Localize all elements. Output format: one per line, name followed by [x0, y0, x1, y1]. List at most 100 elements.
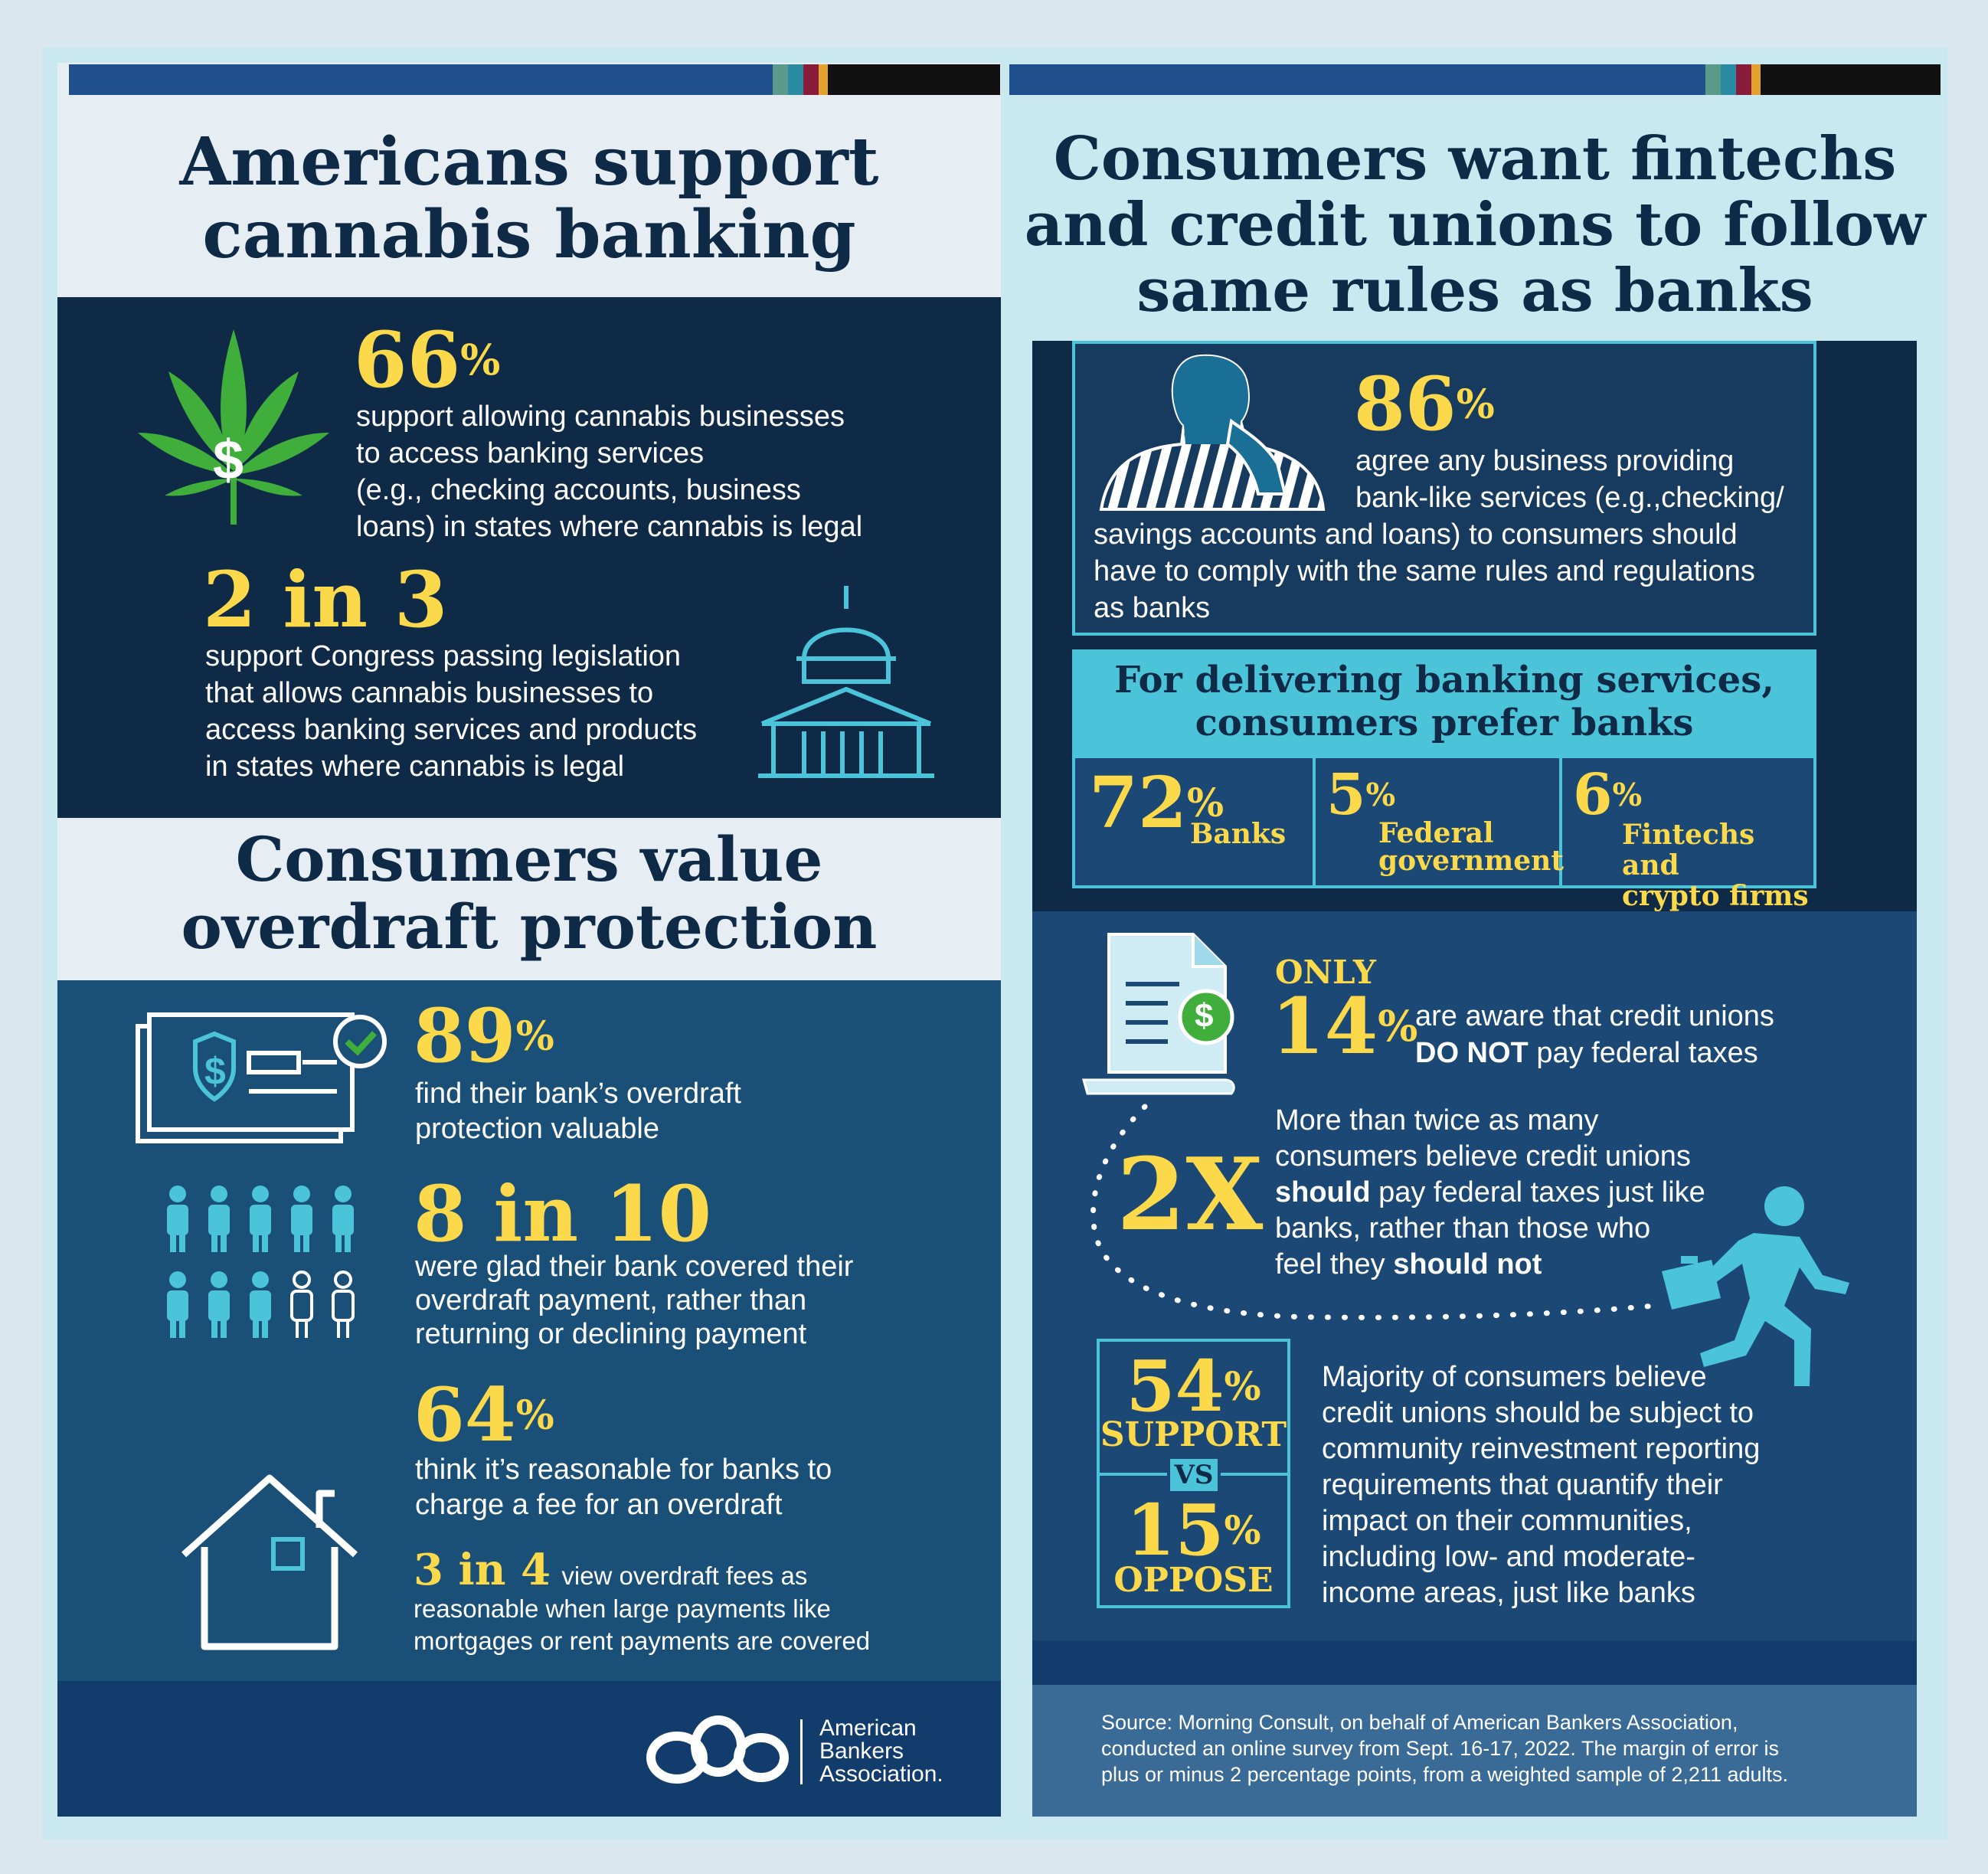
people-group-icon [167, 1186, 355, 1338]
support-label: SUPPORT [1100, 1415, 1287, 1454]
cannabis-stat2-line4: in states where cannabis is legal [205, 751, 625, 783]
aba-logo-text: American Bankers Association. [819, 1717, 943, 1786]
prefer-cell-banks: 72% Banks [1075, 758, 1316, 885]
prefer-banks-pct: % [1187, 780, 1225, 826]
overdraft-section-title: Consumers value overdraft protection [57, 826, 1001, 960]
cannabis-dollar-sign: $ [213, 430, 244, 491]
overdraft-stat4-line1: view overdraft fees as [561, 1562, 808, 1590]
overdraft-stat1-pct: % [515, 1012, 554, 1060]
reinvestment-line5: impact on their communities, [1322, 1505, 1692, 1537]
overdraft-stat1-line1: find their bank’s overdraft [415, 1078, 741, 1110]
prefer-banks-value: 72% [1089, 764, 1224, 841]
prefer-banks-title2: consumers prefer banks [1195, 702, 1694, 744]
stat2x-line4: banks, rather than those who [1275, 1212, 1651, 1244]
support-oppose-divider-left [1100, 1473, 1167, 1476]
source-line3: plus or minus 2 percentage points, from … [1101, 1763, 1789, 1786]
cannabis-stat1-line4: loans) in states where cannabis is legal [356, 511, 863, 543]
stat2x-line1: More than twice as many [1275, 1104, 1599, 1137]
overdraft-stat3-text: think it’s reasonable for banks to charg… [415, 1452, 966, 1522]
cannabis-stat1-text: support allowing cannabis businesses to … [356, 398, 969, 545]
cannabis-stat1-pct: % [460, 335, 501, 384]
overdraft-stat2-line1: were glad their bank covered their [415, 1251, 854, 1283]
stat2x-line5-plain: feel they [1275, 1248, 1394, 1280]
prefer-banks-header: For delivering banking services, consume… [1072, 649, 1816, 760]
oppose-label: OPPOSE [1113, 1561, 1274, 1600]
stat86-line2: bank-like services (e.g.,checking/ [1355, 482, 1784, 514]
support-number: 54 [1126, 1345, 1225, 1428]
cannabis-stat1-line1: support allowing cannabis businesses [356, 401, 845, 433]
aba-logo-icon [646, 1715, 789, 1784]
prefer-government-label1: Federal [1378, 817, 1494, 849]
stat14-line2-rest: pay federal taxes [1528, 1037, 1758, 1069]
logo-footer [57, 1681, 1001, 1817]
source-box [1032, 1685, 1917, 1817]
stat14-pct: % [1378, 1001, 1418, 1051]
stat86-number: 86 [1354, 361, 1457, 447]
overdraft-stat3-value: 64% [414, 1375, 554, 1456]
overdraft-stat1-number: 89 [414, 993, 516, 1079]
source-band [1032, 1640, 1917, 1685]
cannabis-stat2-text: support Congress passing legislation tha… [205, 638, 764, 785]
reinvestment-text: Majority of consumers believe credit uni… [1322, 1359, 1873, 1611]
oppose-pct: % [1224, 1507, 1261, 1553]
cannabis-stat2-line1: support Congress passing legislation [205, 640, 682, 672]
tax-document-icon [1082, 933, 1235, 1095]
stat14-line2: DO NOT pay federal taxes [1415, 1035, 1844, 1071]
prefer-banks-title1: For delivering banking services, [1114, 659, 1774, 702]
overdraft-stat2-text: were glad their bank covered their overd… [415, 1250, 982, 1351]
aba-logo-line2: Bankers [819, 1738, 904, 1764]
cannabis-stat1-line2: to access banking services [356, 437, 705, 469]
overdraft-title-line1: Consumers value [235, 823, 823, 895]
stat2x-line5: feel they should not [1275, 1247, 1750, 1283]
stat86-value: 86% [1354, 364, 1495, 445]
overdraft-stat4-value: 3 in 4 [414, 1545, 551, 1595]
prefer-fintechs-label1: Fintechs and [1622, 819, 1755, 881]
overdraft-stat1-line2: protection valuable [415, 1113, 659, 1145]
fintech-section-title: Consumers want fintechs and credit union… [1009, 126, 1941, 324]
cannabis-panel [57, 297, 1001, 818]
check-dollar-sign: $ [204, 1050, 226, 1093]
overdraft-stat4-line2: reasonable when large payments like [414, 1594, 831, 1623]
support-value: 54% [1097, 1348, 1290, 1424]
fintech-title-line1: Consumers want fintechs [1053, 124, 1897, 194]
prefer-fintechs-value: 6% [1573, 764, 1642, 826]
stat86-text-lower: savings accounts and loans) to consumers… [1094, 516, 1813, 626]
stat14-number: 14 [1271, 981, 1378, 1071]
support-oppose-divider-right [1221, 1473, 1288, 1476]
overdraft-stat3-pct: % [515, 1392, 554, 1439]
prefer-fintechs-label: Fintechs and crypto firms [1622, 819, 1813, 911]
cannabis-leaf-icon [138, 329, 329, 525]
dotted-path [1090, 1104, 1657, 1320]
prefer-government-number: 5 [1326, 762, 1366, 828]
cannabis-stat2-line2: that allows cannabis businesses to [205, 677, 654, 709]
right-top-stripe [1009, 64, 1941, 95]
aba-logo-line1: American [819, 1715, 917, 1741]
fintech-title-line3: same rules as banks [1136, 256, 1813, 325]
prefer-banks-row: 72% Banks 5% Federal government 6% Finte… [1072, 758, 1816, 911]
aba-logo-line3: Association. [819, 1761, 943, 1787]
stat2x-should: should [1275, 1176, 1371, 1208]
stat2x-line3-rest: pay federal taxes just like [1370, 1176, 1705, 1208]
reinvestment-line1: Majority of consumers believe [1322, 1361, 1707, 1393]
reinvestment-line4: requirements that quantify their [1322, 1469, 1723, 1501]
stat14-text: are aware that credit unions DO NOT pay … [1415, 998, 1844, 1071]
cannabis-stat1-value: 66% [354, 318, 500, 402]
stat86-text-upper: agree any business providing bank-like s… [1355, 443, 1815, 516]
overdraft-stat2-line2: overdraft payment, rather than [415, 1284, 807, 1316]
overdraft-stat1-text: find their bank’s overdraft protection v… [415, 1076, 951, 1146]
cannabis-stat1-line3: (e.g., checking accounts, business [356, 474, 801, 506]
prefer-cell-fintechs: 6% Fintechs and crypto firms [1562, 758, 1813, 911]
prefer-fintechs-number: 6 [1573, 762, 1613, 828]
source-line2: conducted an online survey from Sept. 16… [1101, 1737, 1779, 1760]
house-icon [181, 1474, 358, 1650]
stat14-line1: are aware that credit unions [1415, 1000, 1774, 1032]
tax-document-dollar: $ [1195, 997, 1214, 1035]
prefer-government-label2: government [1378, 845, 1564, 877]
overdraft-stat1-value: 89% [414, 996, 554, 1077]
overdraft-stat3-line2: charge a fee for an overdraft [415, 1489, 783, 1521]
stat86-pct: % [1456, 381, 1495, 428]
stat2x-should-not: should not [1393, 1248, 1542, 1280]
overdraft-stat2-line3: returning or declining payment [415, 1318, 807, 1350]
running-person-icon [1662, 1186, 1849, 1386]
oppose-value: 15% [1097, 1492, 1290, 1568]
